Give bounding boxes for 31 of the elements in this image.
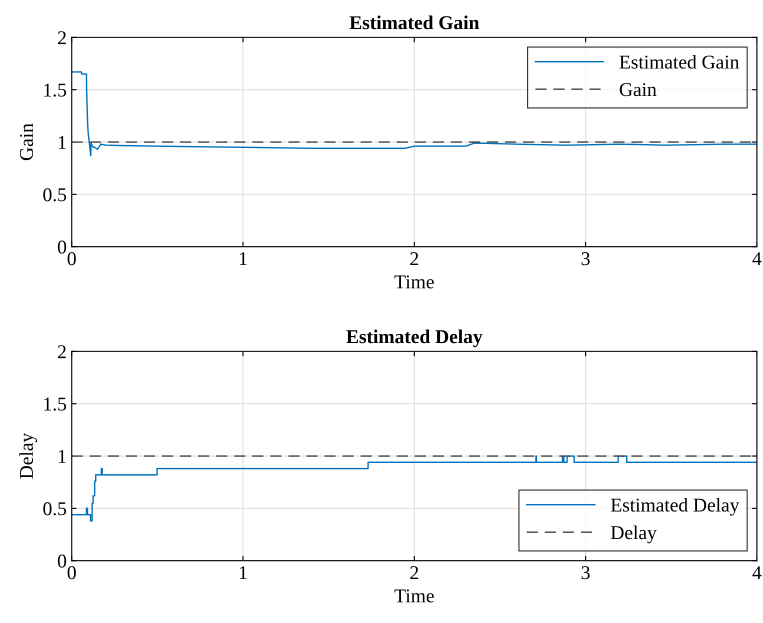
chart-title: Estimated Delay <box>346 330 482 348</box>
legend-label: Gain <box>620 83 656 96</box>
x-tick-label: 2 <box>410 252 418 266</box>
y-tick-label: 0 <box>58 554 66 568</box>
y-tick-label: 0 <box>58 240 66 254</box>
legend-label: Estimated Gain <box>620 55 740 69</box>
x-tick-label: 3 <box>582 252 590 266</box>
x-tick-label: 0 <box>68 566 76 580</box>
x-tick-label: 2 <box>410 566 418 580</box>
y-tick-label: 2 <box>58 31 66 44</box>
x-axis-title: Time <box>394 589 434 602</box>
y-axis-title: Gain <box>20 123 34 160</box>
y-tick-label: 1.5 <box>44 84 66 97</box>
y-tick-label: 1 <box>58 136 66 149</box>
y-tick-label: 0.5 <box>43 188 66 202</box>
y-tick-label: 2 <box>58 345 66 358</box>
x-axis-title: Time <box>394 275 434 288</box>
x-tick-label: 1 <box>240 566 247 580</box>
x-tick-label: 1 <box>240 252 247 266</box>
x-tick-label: 3 <box>582 566 590 580</box>
x-tick-label: 0 <box>68 252 76 266</box>
legend-label: Delay <box>610 526 657 544</box>
legend-label: Estimated Delay <box>610 498 740 516</box>
x-tick-label: 4 <box>752 566 762 580</box>
y-axis-title: Delay <box>19 432 37 479</box>
y-tick-label: 1.5 <box>44 398 66 411</box>
chart-title: Estimated Gain <box>350 16 480 30</box>
line-series <box>72 71 757 156</box>
y-tick-label: 1 <box>58 450 66 463</box>
x-tick-label: 4 <box>752 252 762 266</box>
y-tick-label: 0.5 <box>43 502 66 516</box>
